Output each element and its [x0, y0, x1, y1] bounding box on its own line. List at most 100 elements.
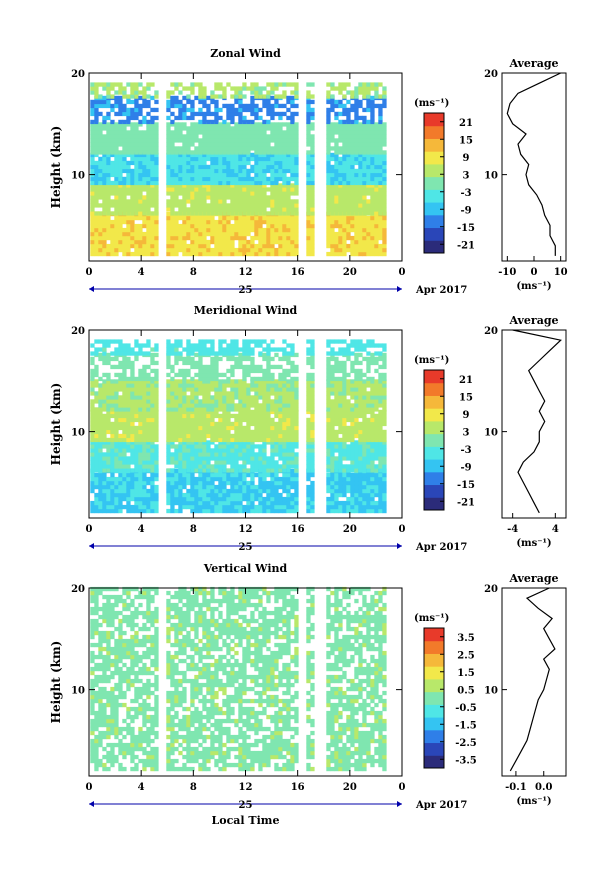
heatmap-cell [282, 376, 287, 382]
heatmap-cell [94, 452, 99, 457]
heatmap-cell [286, 448, 291, 453]
heatmap-cell [278, 239, 283, 245]
heatmap-cell [250, 468, 255, 473]
heatmap-cell [230, 119, 235, 125]
heatmap-cell [166, 142, 171, 147]
heatmap-cell [254, 413, 259, 419]
heatmap-cell [202, 417, 207, 423]
heatmap-cell [142, 492, 147, 498]
heatmap-cell [110, 86, 115, 91]
heatmap-cell [142, 417, 147, 423]
heatmap-cell [182, 146, 187, 151]
heatmap-cell [374, 86, 379, 91]
heatmap-cell [270, 347, 275, 352]
heatmap-cell [186, 235, 191, 241]
heatmap-cell [354, 111, 359, 117]
heatmap-cell [214, 472, 219, 478]
heatmap-cell [266, 231, 271, 237]
heatmap-cell [186, 448, 191, 453]
heatmap-cell [98, 94, 103, 99]
heatmap-cell [370, 103, 375, 109]
heatmap-cell [142, 368, 147, 374]
heatmap-cell [326, 421, 331, 427]
heatmap-cell [234, 195, 239, 200]
heatmap-cell [266, 409, 271, 415]
heatmap-cell [366, 183, 371, 188]
heatmap-cell [278, 138, 283, 143]
heatmap-cell [362, 203, 367, 208]
heatmap-cell [98, 413, 103, 419]
heatmap-cell [242, 183, 247, 188]
heatmap-cell [334, 142, 339, 147]
heatmap-cell [126, 168, 131, 174]
heatmap-cell [190, 134, 195, 139]
heatmap-cell [146, 195, 151, 200]
heatmap-cell [102, 191, 107, 196]
heatmap-cell [262, 391, 267, 396]
heatmap-cell [182, 444, 187, 449]
heatmap-cell [234, 356, 239, 362]
heatmap-cell [310, 395, 315, 400]
heatmap-cell [206, 368, 211, 374]
heatmap-cell [218, 164, 223, 170]
heatmap-cell [154, 223, 159, 229]
heatmap-cell [218, 239, 223, 245]
heatmap-cell [330, 138, 335, 143]
heatmap-cell [358, 239, 363, 245]
heatmap-cell [138, 231, 143, 237]
heatmap-cell [346, 191, 351, 196]
heatmap-cell [310, 195, 315, 200]
heatmap-cell [234, 111, 239, 117]
x-tick-label: 16 [291, 267, 305, 278]
heatmap-cell [330, 94, 335, 99]
heatmap-cell [310, 223, 315, 229]
heatmap-cell [278, 456, 283, 461]
heatmap-cell [190, 407, 195, 412]
heatmap-cell [334, 203, 339, 208]
heatmap-cell [258, 395, 263, 400]
heatmap-cell [366, 180, 371, 186]
heatmap-cell [330, 417, 335, 423]
heatmap-cell [106, 203, 111, 208]
heatmap-cell [202, 164, 207, 170]
heatmap-cell [270, 409, 275, 415]
heatmap-cell [334, 150, 339, 155]
heatmap-cell [110, 460, 115, 465]
heatmap-cell [218, 251, 223, 257]
heatmap-cell [306, 440, 311, 445]
heatmap-cell [130, 476, 135, 482]
heatmap-cell [110, 429, 115, 435]
heatmap-cell [270, 176, 275, 182]
heatmap-cell [210, 347, 215, 352]
heatmap-cell [238, 115, 243, 121]
heatmap-cell [258, 488, 263, 494]
heatmap-cell [266, 126, 271, 131]
heatmap-cell [286, 150, 291, 155]
heatmap-cell [170, 379, 175, 384]
heatmap-cell [170, 492, 175, 498]
heatmap-cell [378, 219, 383, 225]
heatmap-cell [238, 203, 243, 208]
heatmap-cell [198, 480, 203, 486]
heatmap-cell [126, 142, 131, 147]
heatmap-cell [274, 99, 279, 105]
heatmap-cell [226, 448, 231, 453]
heatmap-cell [178, 160, 183, 166]
heatmap-cell [358, 219, 363, 225]
heatmap-cell [106, 231, 111, 237]
heatmap-cell [194, 488, 199, 494]
heatmap-cell [182, 484, 187, 490]
heatmap-cell [266, 351, 271, 356]
heatmap-cell [138, 452, 143, 457]
heatmap-cell [154, 183, 159, 188]
colorbar-swatch [424, 214, 444, 229]
heatmap-cell [354, 243, 359, 249]
colorbar-tick-label: -9 [460, 205, 471, 216]
heatmap-cell [206, 383, 211, 388]
heatmap-cell [282, 372, 287, 378]
heatmap-cell [146, 433, 151, 439]
heatmap-cell [238, 391, 243, 396]
heatmap-cell [270, 180, 275, 186]
heatmap-cell [154, 243, 159, 249]
heatmap-cell [226, 103, 231, 109]
